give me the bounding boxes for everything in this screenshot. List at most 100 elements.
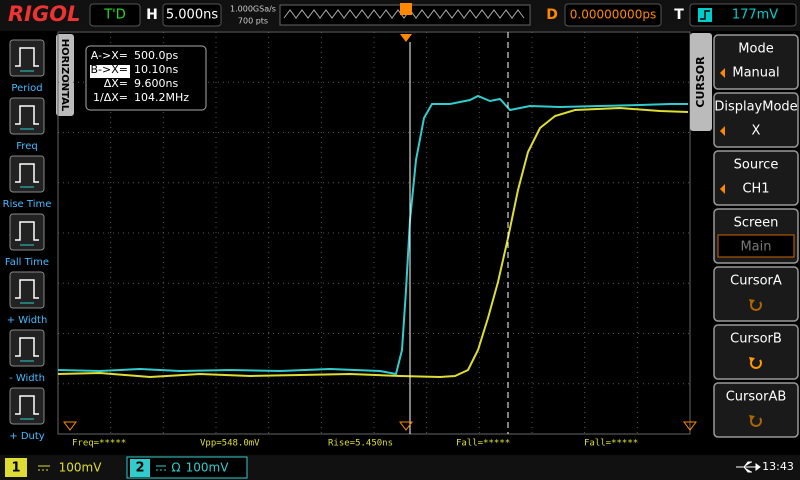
measure-button[interactable]: - Width [9, 329, 45, 384]
ch2-badge [130, 459, 150, 477]
graticule-border [57, 31, 691, 435]
ch2-number: 2 [135, 461, 144, 476]
status-box [89, 3, 141, 27]
menu-button[interactable]: Screen Main [713, 208, 799, 264]
menu-button-frame [713, 92, 799, 148]
overview-marker [400, 3, 412, 15]
menu-button[interactable]: DisplayMode X [713, 92, 799, 148]
menu-button-title: CursorB [730, 332, 782, 347]
bottom-bar [0, 455, 800, 480]
measure-label: + Duty [9, 431, 45, 442]
menu-button-frame [713, 34, 799, 90]
measure-button[interactable]: Period [9, 39, 45, 94]
menu-button[interactable]: Source CH1 [713, 150, 799, 206]
measure-menu: Period Freq Rise Time Fall Time + Width - Wid… [3, 39, 52, 442]
sample-rate: 1.000GSa/s [230, 5, 276, 14]
measure-icon [15, 163, 39, 183]
menu-button[interactable]: CursorB [713, 324, 799, 380]
channel-1-trace [57, 106, 689, 379]
trigger-position-marker [400, 34, 412, 42]
menu-button-title: CursorA [730, 274, 782, 289]
menu-button[interactable]: CursorAB [713, 382, 799, 438]
menu-button-frame [713, 266, 799, 322]
knob-icon-arrow [749, 357, 755, 363]
logo: RIGOL [8, 2, 80, 26]
cursor-readout-label: A->X= [91, 49, 128, 62]
usb-icon [736, 461, 761, 473]
measure-icon-box [9, 329, 45, 367]
cursor-readout-value: 9.600ns [134, 77, 178, 90]
measure-icon-box [9, 387, 45, 425]
cursor-b-highlight [90, 65, 130, 78]
measure-label: - Width [9, 373, 45, 384]
measure-icon [15, 47, 39, 67]
clock: 13:43 [762, 460, 794, 473]
menu-button-frame [713, 324, 799, 380]
cursor-readout-value: 104.2MHz [134, 91, 189, 104]
measure-button[interactable]: Rise Time [3, 155, 52, 210]
cursor-readout-label: ΔX= [104, 77, 128, 90]
measure-label: Rise Time [3, 199, 52, 210]
measure-button[interactable]: Freq [9, 97, 45, 152]
delay-label: D [546, 7, 558, 23]
measure-button[interactable]: Fall Time [5, 213, 49, 268]
measure-icon [15, 395, 39, 415]
horizontal-tab [56, 34, 74, 116]
menu-button[interactable]: Mode Manual [713, 34, 799, 90]
menu-button-title: CursorAB [726, 390, 787, 405]
cursor-menu: Mode Manual DisplayMode X Source CH1 Screen Mai… [713, 34, 799, 438]
graticule [58, 32, 690, 434]
trigger-box [689, 3, 797, 27]
measurement: Vpp=548.0mV [200, 439, 260, 449]
measurement: Rise=5.450ns [328, 439, 393, 449]
cursor-tab [690, 33, 712, 131]
measure-label: Period [11, 83, 42, 94]
ch2-box [126, 456, 248, 479]
measure-button[interactable]: + Width [7, 271, 48, 326]
cursor-readout-value: 10.10ns [134, 63, 178, 76]
cursor-readout-label: 1/ΔX= [93, 91, 128, 104]
marker-right [683, 421, 697, 431]
cursor-readout: A->X= 500.0ps B->X= 10.10ns ΔX= 9.600ns 1/ΔX= 1… [91, 49, 190, 104]
menu-arrow [720, 68, 725, 78]
marker-left [63, 421, 77, 431]
overview-wave [283, 9, 525, 19]
horizontal-tab-label: HORIZONTAL [59, 39, 70, 112]
measure-icon-box [9, 39, 45, 77]
timebase-label: H [146, 7, 158, 23]
ch1-scale: 100mV [59, 461, 103, 475]
menu-arrow [720, 126, 725, 136]
delay: 0.00000000ps [570, 8, 656, 22]
trigger-edge-glyph [700, 10, 710, 20]
ch1-number: 1 [11, 461, 20, 476]
measure-icon [15, 337, 39, 357]
menu-button-title: Source [734, 158, 779, 173]
ch2-scale: 100mV [186, 461, 230, 475]
cursor-readout-value: 500.0ps [134, 49, 178, 62]
ch1-badge [5, 458, 27, 477]
measure-label: Freq [16, 141, 37, 152]
measure-icon-box [9, 155, 45, 193]
menu-arrow [720, 184, 725, 194]
cursor-tab-label: CURSOR [694, 56, 707, 108]
menu-button-frame [713, 382, 799, 438]
menu-button-title: Screen [734, 216, 779, 231]
menu-button-value: CH1 [742, 182, 769, 197]
measurement: Fall=***** [584, 439, 638, 449]
measure-icon-box [9, 97, 45, 135]
measure-icon [15, 279, 39, 299]
measure-button[interactable]: + Duty [9, 387, 45, 442]
ch2-impedance: Ω [171, 461, 180, 475]
measure-label: Fall Time [5, 257, 49, 268]
menu-button-value: Manual [732, 66, 779, 81]
menu-button-frame [713, 150, 799, 206]
memory-depth: 700 pts [238, 17, 268, 26]
measure-icon-box [9, 213, 45, 251]
status: T'D [103, 8, 126, 23]
menu-button-value: X [752, 124, 761, 139]
menu-button-value: Main [740, 240, 771, 255]
measure-icon [15, 105, 39, 125]
timebase: 5.000ns [166, 8, 218, 23]
menu-button[interactable]: CursorA [713, 266, 799, 322]
